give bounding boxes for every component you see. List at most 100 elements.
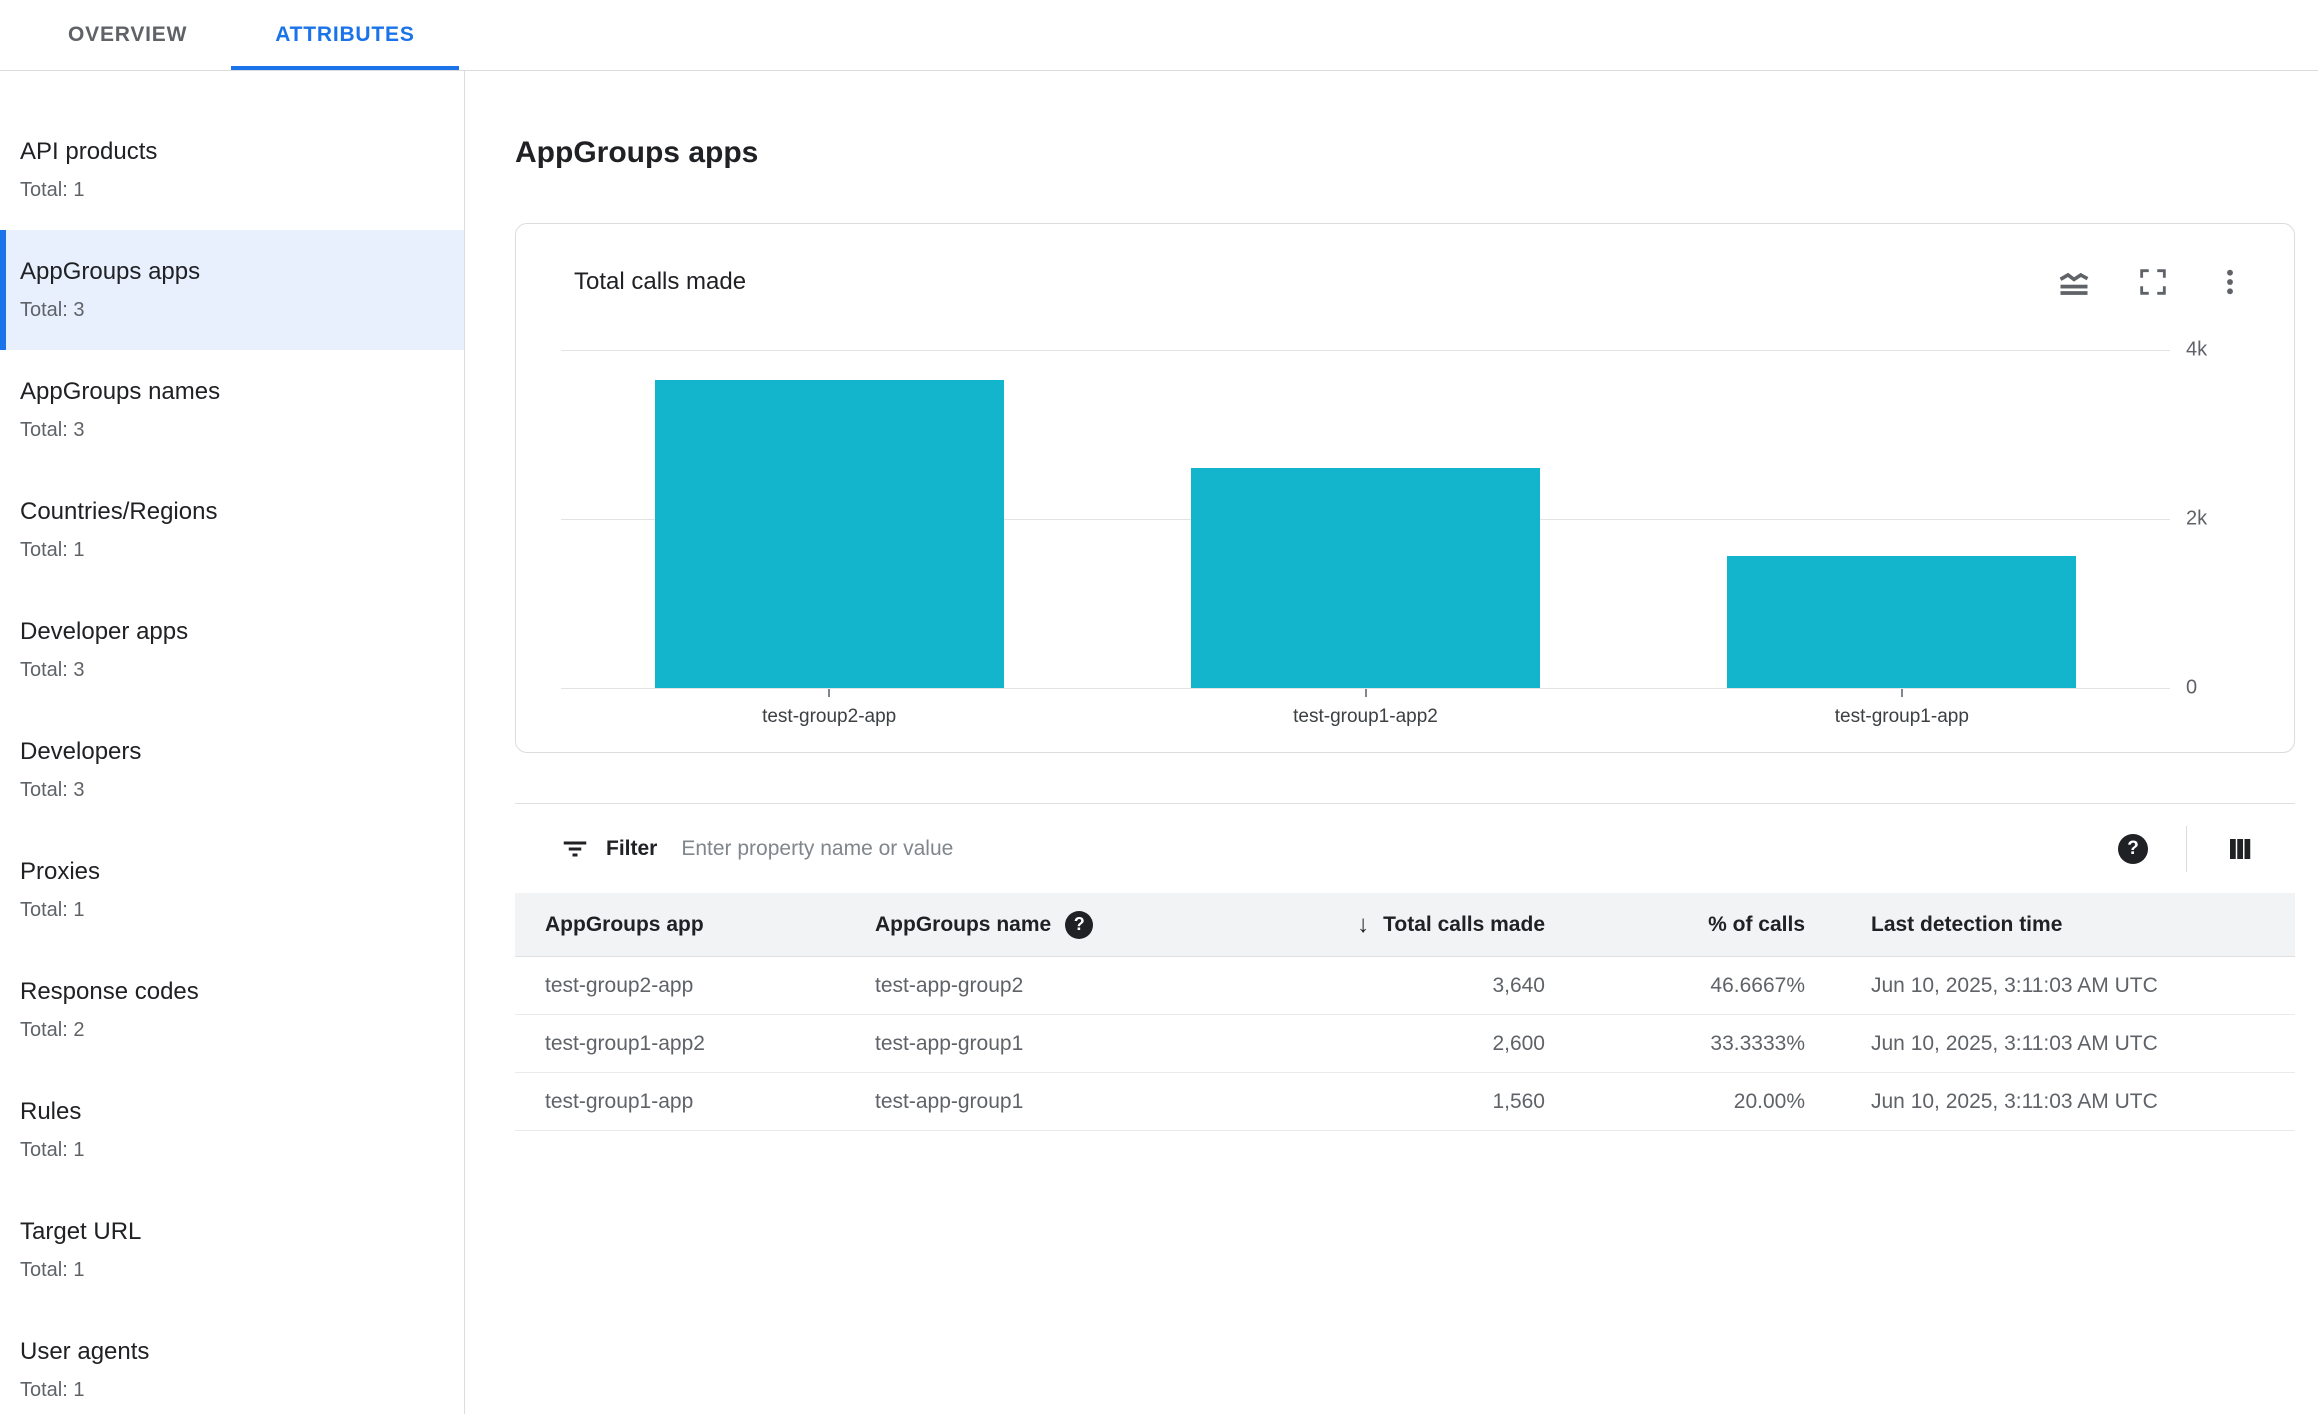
sidebar-item-appgroups-apps[interactable]: AppGroups apps Total: 3 bbox=[0, 230, 464, 350]
table-cell: test-app-group1 bbox=[875, 1089, 1024, 1113]
sidebar-item-rules[interactable]: Rules Total: 1 bbox=[0, 1070, 464, 1190]
table-cell: 46.6667% bbox=[1710, 973, 1805, 997]
x-axis: test-group2-app test-group1-app2 test-grou… bbox=[561, 706, 2170, 746]
table-header-row: AppGroups app AppGroups name Total calls m… bbox=[515, 893, 2295, 957]
table-cell: Jun 10, 2025, 3:11:03 AM UTC bbox=[1871, 1031, 2158, 1055]
table-row: test-group2-app test-app-group2 3,640 46.66… bbox=[515, 957, 2295, 1015]
table-cell: Jun 10, 2025, 3:11:03 AM UTC bbox=[1871, 973, 2158, 997]
page-title: AppGroups apps bbox=[515, 136, 759, 169]
chart-card: Total calls made bbox=[515, 223, 2295, 753]
bar-test-group2-app[interactable] bbox=[654, 380, 1004, 688]
x-axis-tick bbox=[1900, 688, 1903, 697]
bar-test-group1-app2[interactable] bbox=[1190, 468, 1541, 688]
table-cell: test-group1-app bbox=[545, 1089, 694, 1113]
y-axis-tick-label: 4k bbox=[2186, 338, 2208, 361]
filter-label: Filter bbox=[606, 836, 658, 860]
more-vert-icon[interactable] bbox=[2214, 266, 2246, 298]
table-cell: test-group2-app bbox=[545, 973, 694, 997]
sidebar-item-total: Total: 3 bbox=[20, 779, 85, 801]
table-cell: test-group1-app2 bbox=[545, 1031, 705, 1055]
sidebar-item-proxies[interactable]: Proxies Total: 1 bbox=[0, 830, 464, 950]
chart-card-header: Total calls made bbox=[516, 224, 2294, 300]
x-axis-tick bbox=[828, 688, 831, 697]
column-header-appgroups-app[interactable]: AppGroups app bbox=[515, 913, 845, 937]
sidebar-item-target-url[interactable]: Target URL Total: 1 bbox=[0, 1190, 464, 1310]
table-cell: 2,600 bbox=[1492, 1031, 1545, 1055]
tab-overview[interactable]: OVERVIEW bbox=[68, 23, 188, 46]
sidebar-item-total: Total: 1 bbox=[20, 1259, 85, 1281]
x-axis-label: test-group1-app bbox=[1834, 706, 1969, 727]
chart-title: Total calls made bbox=[574, 268, 747, 295]
table-cell: 20.00% bbox=[1733, 1089, 1805, 1113]
table-cell: test-app-group1 bbox=[875, 1031, 1024, 1055]
sidebar-item-countries-regions[interactable]: Countries/Regions Total: 1 bbox=[0, 470, 464, 590]
column-header-label: AppGroups name bbox=[875, 912, 1052, 936]
tab-attributes[interactable]: ATTRIBUTES bbox=[231, 0, 460, 70]
sidebar-item-total: Total: 3 bbox=[20, 299, 85, 321]
help-icon[interactable] bbox=[2118, 833, 2148, 864]
sidebar-item-developers[interactable]: Developers Total: 3 bbox=[0, 710, 464, 830]
column-header-label: Total calls made bbox=[1383, 912, 1545, 936]
column-header-last-detection-time[interactable]: Last detection time bbox=[1815, 913, 2295, 937]
tab-bar: OVERVIEW ATTRIBUTES bbox=[0, 0, 2318, 71]
content-area: API products Total: 1 AppGroups apps Total:… bbox=[0, 71, 2318, 1414]
table-cell: 3,640 bbox=[1492, 973, 1545, 997]
column-header-label: Last detection time bbox=[1871, 912, 2063, 936]
column-header-of-calls[interactable]: % of calls bbox=[1555, 913, 1815, 937]
table-cell: Jun 10, 2025, 3:11:03 AM UTC bbox=[1871, 1089, 2158, 1113]
main-content: AppGroups apps Total calls made bbox=[465, 71, 2318, 1414]
x-axis-label: test-group1-app2 bbox=[1293, 706, 1438, 727]
sidebar-item-user-agents[interactable]: User agents Total: 1 bbox=[0, 1310, 464, 1414]
table-row: test-group1-app2 test-app-group1 2,600 33.3… bbox=[515, 1015, 2295, 1073]
filter-input[interactable] bbox=[679, 835, 2118, 862]
bar-chart: 4k 2k 0 bbox=[561, 339, 2207, 699]
table-cell: 1,560 bbox=[1492, 1089, 1545, 1113]
sidebar-item-total: Total: 3 bbox=[20, 419, 85, 441]
column-header-label: AppGroups app bbox=[545, 912, 704, 936]
x-axis-label: test-group2-app bbox=[762, 706, 897, 727]
sidebar-item-total: Total: 1 bbox=[20, 539, 85, 561]
sidebar-item-developer-apps[interactable]: Developer apps Total: 3 bbox=[0, 590, 464, 710]
filter-toolbar: Filter bbox=[515, 803, 2295, 893]
sidebar-item-api-products[interactable]: API products Total: 1 bbox=[0, 110, 464, 230]
table-row: test-group1-app test-app-group1 1,560 20.00… bbox=[515, 1073, 2295, 1131]
sidebar-item-label: Developers bbox=[20, 738, 142, 765]
sidebar-item-total: Total: 1 bbox=[20, 1379, 85, 1401]
sidebar-item-label: Proxies bbox=[20, 858, 101, 885]
x-axis-tick bbox=[1364, 688, 1367, 697]
sidebar-item-response-codes[interactable]: Response codes Total: 2 bbox=[0, 950, 464, 1070]
chart-card-actions bbox=[2056, 264, 2246, 300]
sidebar-item-total: Total: 1 bbox=[20, 179, 85, 201]
column-header-label: % of calls bbox=[1708, 912, 1805, 936]
help-icon[interactable] bbox=[1065, 910, 1094, 939]
columns-icon[interactable] bbox=[2225, 834, 2255, 864]
sidebar: API products Total: 1 AppGroups apps Total:… bbox=[0, 71, 465, 1414]
sidebar-item-label: Target URL bbox=[20, 1218, 142, 1245]
sidebar-item-label: Response codes bbox=[20, 978, 199, 1005]
sidebar-item-total: Total: 1 bbox=[20, 899, 85, 921]
sidebar-item-label: User agents bbox=[20, 1338, 150, 1365]
bar-test-group1-app[interactable] bbox=[1727, 556, 2077, 688]
sidebar-item-label: AppGroups apps bbox=[20, 258, 201, 285]
column-header-total-calls-made[interactable]: Total calls made bbox=[1305, 911, 1555, 939]
y-axis-tick-label: 0 bbox=[2186, 676, 2198, 699]
sidebar-item-label: Developer apps bbox=[20, 618, 189, 645]
sidebar-item-label: AppGroups names bbox=[20, 378, 221, 405]
filter-icon bbox=[560, 834, 590, 864]
sidebar-item-total: Total: 1 bbox=[20, 1139, 85, 1161]
gridline bbox=[561, 688, 2170, 689]
attributes-table: AppGroups app AppGroups name Total calls m… bbox=[515, 893, 2295, 1131]
sidebar-item-total: Total: 3 bbox=[20, 659, 85, 681]
y-axis-tick-label: 2k bbox=[2186, 507, 2208, 530]
sidebar-item-total: Total: 2 bbox=[20, 1019, 85, 1041]
sidebar-item-label: Rules bbox=[20, 1098, 82, 1125]
sort-desc-icon bbox=[1357, 911, 1369, 939]
sidebar-item-label: Countries/Regions bbox=[20, 498, 218, 525]
area-chart-icon[interactable] bbox=[2056, 264, 2092, 300]
table-cell: test-app-group2 bbox=[875, 973, 1024, 997]
sidebar-item-label: API products bbox=[20, 138, 158, 165]
fullscreen-icon[interactable] bbox=[2136, 265, 2170, 299]
gridline bbox=[561, 350, 2170, 351]
sidebar-item-appgroups-names[interactable]: AppGroups names Total: 3 bbox=[0, 350, 464, 470]
column-header-appgroups-name[interactable]: AppGroups name bbox=[845, 910, 1305, 939]
